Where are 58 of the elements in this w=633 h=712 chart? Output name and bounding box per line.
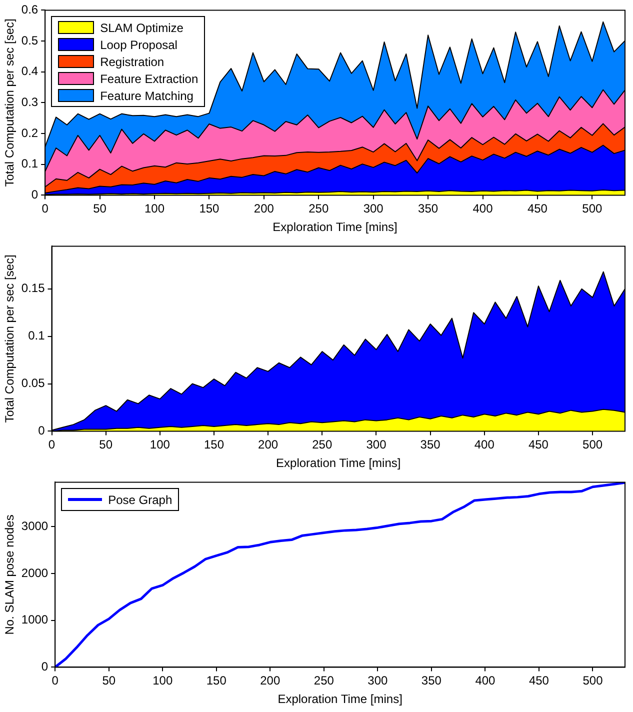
x-tick-label: 250 bbox=[312, 438, 332, 452]
x-tick-label: 450 bbox=[528, 674, 550, 688]
x-axis-title: Exploration Time [mins] bbox=[278, 692, 402, 706]
x-tick-label: 250 bbox=[308, 202, 329, 216]
x-tick-label: 100 bbox=[152, 674, 173, 688]
y-axis-title: Total Computation per sec [sec] bbox=[2, 254, 17, 423]
y-tick-label: 0.2 bbox=[21, 126, 38, 140]
x-tick-label: 350 bbox=[420, 438, 441, 452]
x-tick-label: 250 bbox=[314, 674, 334, 688]
legend-label: Feature Matching bbox=[100, 88, 194, 103]
y-tick-label: 0 bbox=[38, 424, 46, 438]
x-tick-label: 500 bbox=[582, 202, 603, 216]
y-tick-label: 0 bbox=[41, 660, 48, 674]
x-tick-label: 350 bbox=[421, 674, 442, 688]
x-tick-label: 400 bbox=[472, 202, 494, 216]
x-tick-label: 500 bbox=[582, 438, 603, 452]
y-tick-label: 0.1 bbox=[28, 328, 46, 343]
y-axis-title: Total Computation per sec [sec] bbox=[2, 18, 17, 187]
x-tick-label: 300 bbox=[366, 438, 387, 452]
y-tick-label: 0.4 bbox=[21, 64, 38, 78]
x-tick-label: 100 bbox=[150, 438, 170, 452]
x-tick-label: 300 bbox=[368, 674, 388, 688]
x-tick-label: 400 bbox=[474, 438, 495, 452]
y-tick-label: 0.05 bbox=[21, 376, 46, 390]
y-tick-label: 0.1 bbox=[21, 156, 38, 171]
x-tick-label: 50 bbox=[102, 674, 116, 688]
y-tick-label: 1000 bbox=[21, 612, 48, 627]
legend-label: Loop Proposal bbox=[100, 38, 178, 52]
x-axis-title: Exploration Time [mins] bbox=[276, 456, 401, 470]
x-tick-label: 0 bbox=[52, 674, 59, 688]
legend-label: Registration bbox=[100, 54, 164, 69]
legend-label: Feature Extraction bbox=[100, 72, 198, 86]
x-tick-label: 150 bbox=[199, 202, 220, 216]
y-tick-label: 0.6 bbox=[21, 2, 38, 17]
x-axis-title: Exploration Time [mins] bbox=[272, 220, 398, 234]
x-tick-label: 400 bbox=[475, 674, 496, 688]
x-tick-label: 50 bbox=[93, 202, 107, 216]
y-tick-label: 0.5 bbox=[21, 33, 38, 48]
x-tick-label: 200 bbox=[258, 438, 278, 452]
legend-label: SLAM Optimize bbox=[100, 20, 184, 35]
x-tick-label: 200 bbox=[260, 674, 280, 688]
y-tick-label: 0.3 bbox=[21, 95, 38, 110]
y-axis-title: No. SLAM pose nodes bbox=[2, 514, 17, 635]
x-tick-label: 100 bbox=[144, 202, 165, 216]
x-tick-label: 450 bbox=[527, 202, 548, 216]
y-tick-label: 2000 bbox=[21, 566, 48, 580]
x-tick-label: 450 bbox=[528, 438, 549, 452]
x-tick-label: 150 bbox=[204, 438, 224, 452]
legend-label: Pose Graph bbox=[108, 492, 172, 507]
x-tick-label: 500 bbox=[582, 674, 604, 688]
x-tick-label: 200 bbox=[254, 202, 274, 216]
x-tick-label: 300 bbox=[363, 202, 384, 216]
y-tick-label: 0.15 bbox=[21, 281, 46, 296]
x-tick-label: 150 bbox=[206, 674, 227, 688]
y-tick-label: 0 bbox=[31, 188, 38, 202]
x-tick-label: 50 bbox=[99, 438, 113, 452]
y-tick-label: 3000 bbox=[21, 519, 48, 534]
x-tick-label: 350 bbox=[418, 202, 438, 216]
